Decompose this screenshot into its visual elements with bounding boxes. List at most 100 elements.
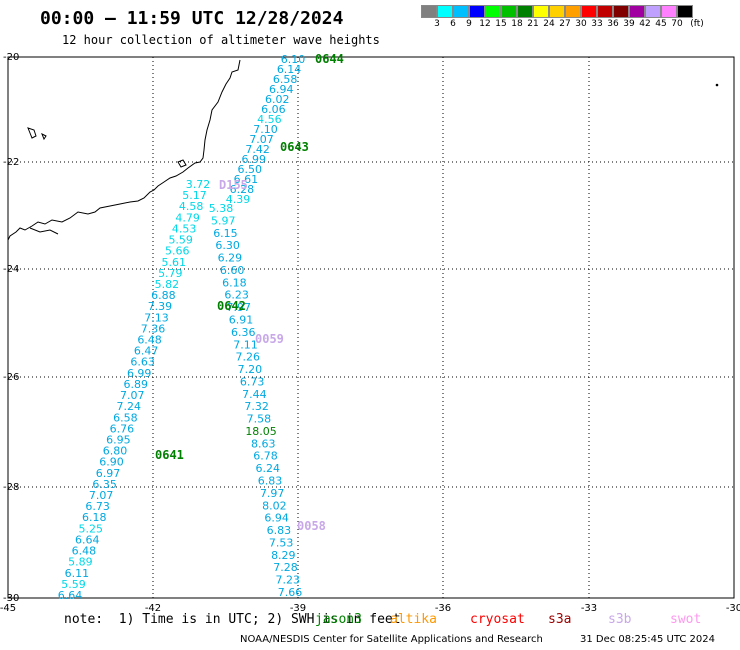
legend-swatch [501,5,517,18]
legend-swatch [533,5,549,18]
legend-label: 15 [495,19,507,29]
wave-height-label: 7.32 [244,400,269,413]
legend-swatch [517,5,533,18]
lat-tick-label: -22 [3,157,19,168]
legend-swatch [565,5,581,18]
wave-height-label: 6.36 [231,326,256,339]
wave-height-label: 7.07 [249,133,274,146]
legend-label: 3 [434,19,440,29]
wave-height-label: 4.39 [226,193,251,206]
satellite-legend-item: s3a [548,612,572,627]
legend-label: 9 [466,19,472,29]
wave-height-label: 6.76 [110,422,135,435]
lat-tick-label: -20 [3,52,19,63]
wave-height-label: 7.07 [120,389,145,402]
coastline [7,59,719,241]
pass-label: 0059 [255,332,284,346]
wave-height-label: 7.44 [242,388,267,401]
wave-height-label: 6.06 [261,103,286,116]
wave-height-label: 7.11 [233,338,258,351]
legend-label: 24 [543,19,555,29]
wave-height-label: 3.72 [186,178,211,191]
wave-height-label: 6.23 [224,289,249,302]
wave-height-label: 4.56 [257,113,282,126]
wave-height-label: 7.24 [117,400,142,413]
wave-height-label: 6.97 [96,467,121,480]
lon-tick-label: -42 [145,603,161,614]
wave-height-label: 6.61 [234,173,259,186]
wave-height-label: 7.26 [235,351,260,364]
legend-swatch [469,5,485,18]
wave-height-label: 5.66 [165,245,190,258]
page-subtitle: 12 hour collection of altimeter wave hei… [62,33,380,47]
wave-height-label: 7.97 [227,301,252,314]
legend-swatch [613,5,629,18]
wave-height-label: 6.47 [134,345,159,358]
wave-height-label: 5.17 [182,189,207,202]
wave-height-label: 6.60 [220,264,245,277]
satellite-legend-item: cryosat [470,612,525,627]
legend-swatch [437,5,453,18]
legend-label: 33 [591,19,603,29]
legend-label: 45 [655,19,667,29]
satellite-legend-item: s3b [608,612,632,627]
legend-labels: 3 6 9 12 15 18 21 24 27 30 33 36 39 42 45 70 (ft) [421,18,740,32]
wave-height-label: 5.38 [209,202,234,215]
wave-height-label: 6.99 [127,367,152,380]
wave-height-label: 6.94 [264,512,289,525]
satellite-legend-item: altika [390,612,437,627]
wave-height-label: 7.42 [245,143,270,156]
coastline-brazil [7,59,241,241]
wave-height-label: 18.05 [245,425,277,438]
satellite-legend-item: swot [670,612,702,627]
legend-label: 12 [479,19,491,29]
wave-height-label: 7.23 [276,574,301,587]
lat-tick-label: -28 [3,482,19,493]
legend-swatches [421,5,740,18]
note-row: note: 1) Time is in UTC; 2) SWH is in fe… [0,612,740,630]
wave-height-label: 6.58 [273,73,298,86]
wave-height-label: 5.59 [61,578,86,591]
lon-tick-label: -33 [581,603,597,614]
wave-height-label: 7.97 [260,487,285,500]
coastline-island-a [27,127,37,139]
wave-height-label: 6.18 [82,511,107,524]
wave-height-label: 8.63 [251,437,276,450]
wave-height-label: 6.73 [85,500,110,513]
wave-height-label: 6.58 [113,411,138,424]
lat-tick-label: -24 [3,264,19,275]
legend-label: 27 [559,19,571,29]
legend-swatch [549,5,565,18]
coastline-island-b [177,159,187,168]
coastline-lagoon [29,227,59,235]
wave-height-label: 6.94 [269,83,294,96]
wave-height-label: 6.64 [75,533,100,546]
legend-label: 6 [450,19,456,29]
coastline-island-c [41,132,47,141]
legend-label: 70 [671,19,683,29]
wave-height-label: 6.30 [215,239,240,252]
wave-height-label: 6.73 [240,375,265,388]
wave-height-label: 6.11 [65,567,90,580]
wave-height-label: 6.35 [92,478,117,491]
wave-height-label: 4.79 [175,211,200,224]
lon-tick-label: -30 [726,603,740,614]
wave-height-label: 4.53 [172,222,197,235]
wave-height-label: 8.02 [262,499,287,512]
map-grid: -45 -42 -39 -36 -33 -30 -20 -22 -24 -26 -28 -30 [0,52,740,614]
pass-label: 0058 [297,519,326,533]
wave-height-label: 6.48 [137,334,162,347]
wave-height-label: 6.10 [281,53,306,66]
pass-labels: 0644 0643 0642 0641 D155 0059 0058 [155,52,344,533]
wave-height-label: 8.29 [271,549,296,562]
wave-height-labels: 6.106.146.586.946.026.064.567.107.077.42… [58,53,306,602]
lon-tick-label: -45 [0,603,16,614]
legend-label: 30 [575,19,587,29]
wave-height-label: 7.20 [238,363,263,376]
legend-swatch [485,5,501,18]
wave-height-label: 7.36 [141,322,166,335]
coastline-island-dot [715,83,719,87]
lon-tick-label: -36 [435,603,451,614]
wave-height-label: 6.15 [213,227,238,240]
